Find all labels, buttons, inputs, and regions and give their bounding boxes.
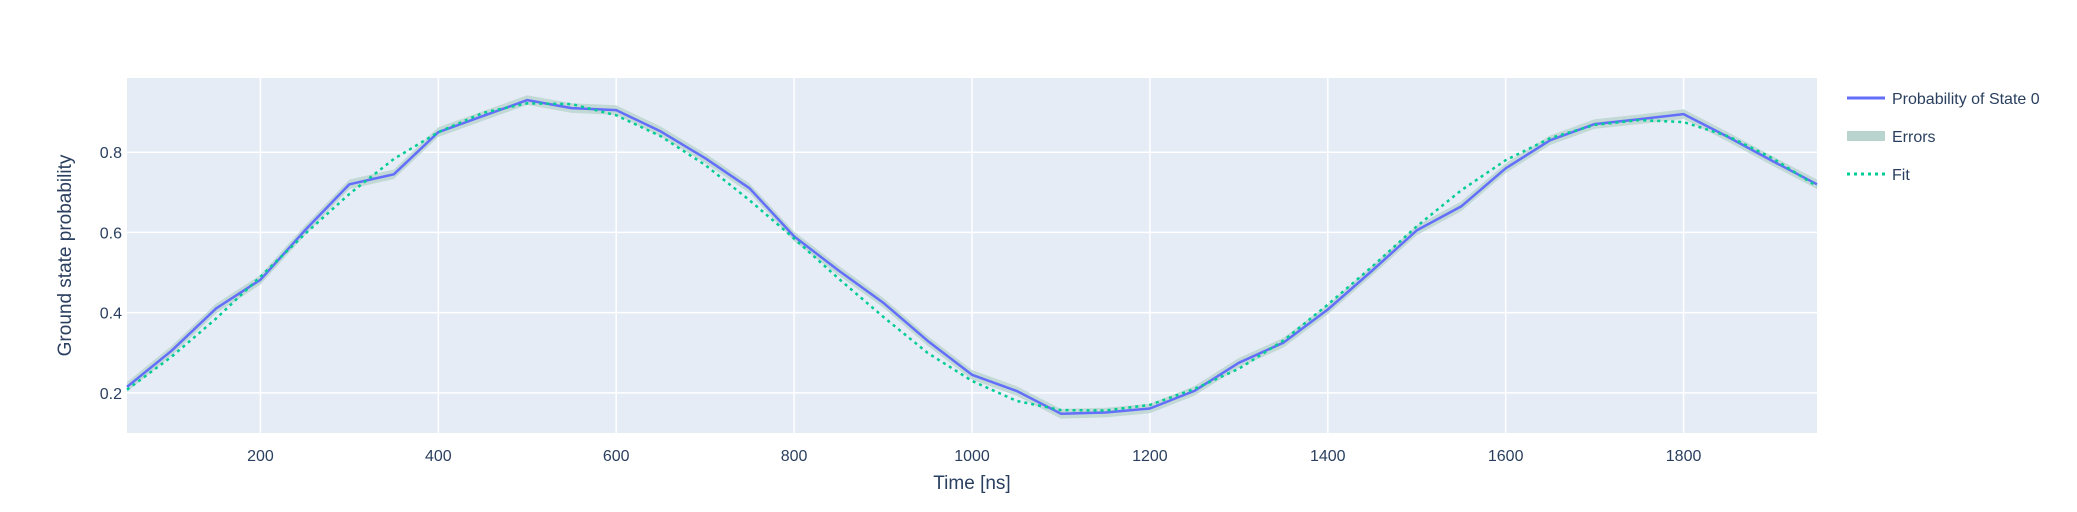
x-tick-label: 1400: [1310, 448, 1346, 465]
legend-label-errors: Errors: [1892, 129, 1936, 146]
x-tick-label: 200: [247, 448, 274, 465]
series-probability-line: [126, 98, 1818, 415]
x-tick-label: 800: [781, 448, 808, 465]
x-axis-title: Time [ns]: [933, 473, 1010, 494]
legend-label-fit: Fit: [1892, 167, 1910, 184]
legend[interactable]: Probability of State 0 Errors Fit: [1847, 91, 2040, 184]
legend-label-probability: Probability of State 0: [1892, 91, 2040, 108]
y-tick-label: 0.2: [100, 386, 122, 403]
x-tick-label: 1600: [1488, 448, 1524, 465]
x-tick-label: 400: [425, 448, 452, 465]
x-tick-label: 1200: [1132, 448, 1168, 465]
x-tick-label: 600: [603, 448, 630, 465]
series-fit-line: [126, 102, 1818, 412]
series-layer: [126, 95, 1818, 419]
legend-item-probability[interactable]: Probability of State 0: [1847, 91, 2040, 108]
x-tick-label: 1000: [954, 448, 990, 465]
y-tick-label: 0.4: [100, 306, 122, 323]
y-tick-label: 0.8: [100, 145, 122, 162]
x-tick-label: 1800: [1666, 448, 1702, 465]
y-tick-label: 0.6: [100, 225, 122, 242]
y-axis-title: Ground state probability: [55, 154, 76, 356]
grid: [127, 78, 1817, 433]
legend-item-errors[interactable]: Errors: [1847, 129, 1936, 146]
legend-item-fit[interactable]: Fit: [1847, 167, 1910, 184]
tick-labels: 200 400 600 800 1000 1200 1400 1600 1800 0.2 0.4 0.…: [100, 145, 1702, 465]
